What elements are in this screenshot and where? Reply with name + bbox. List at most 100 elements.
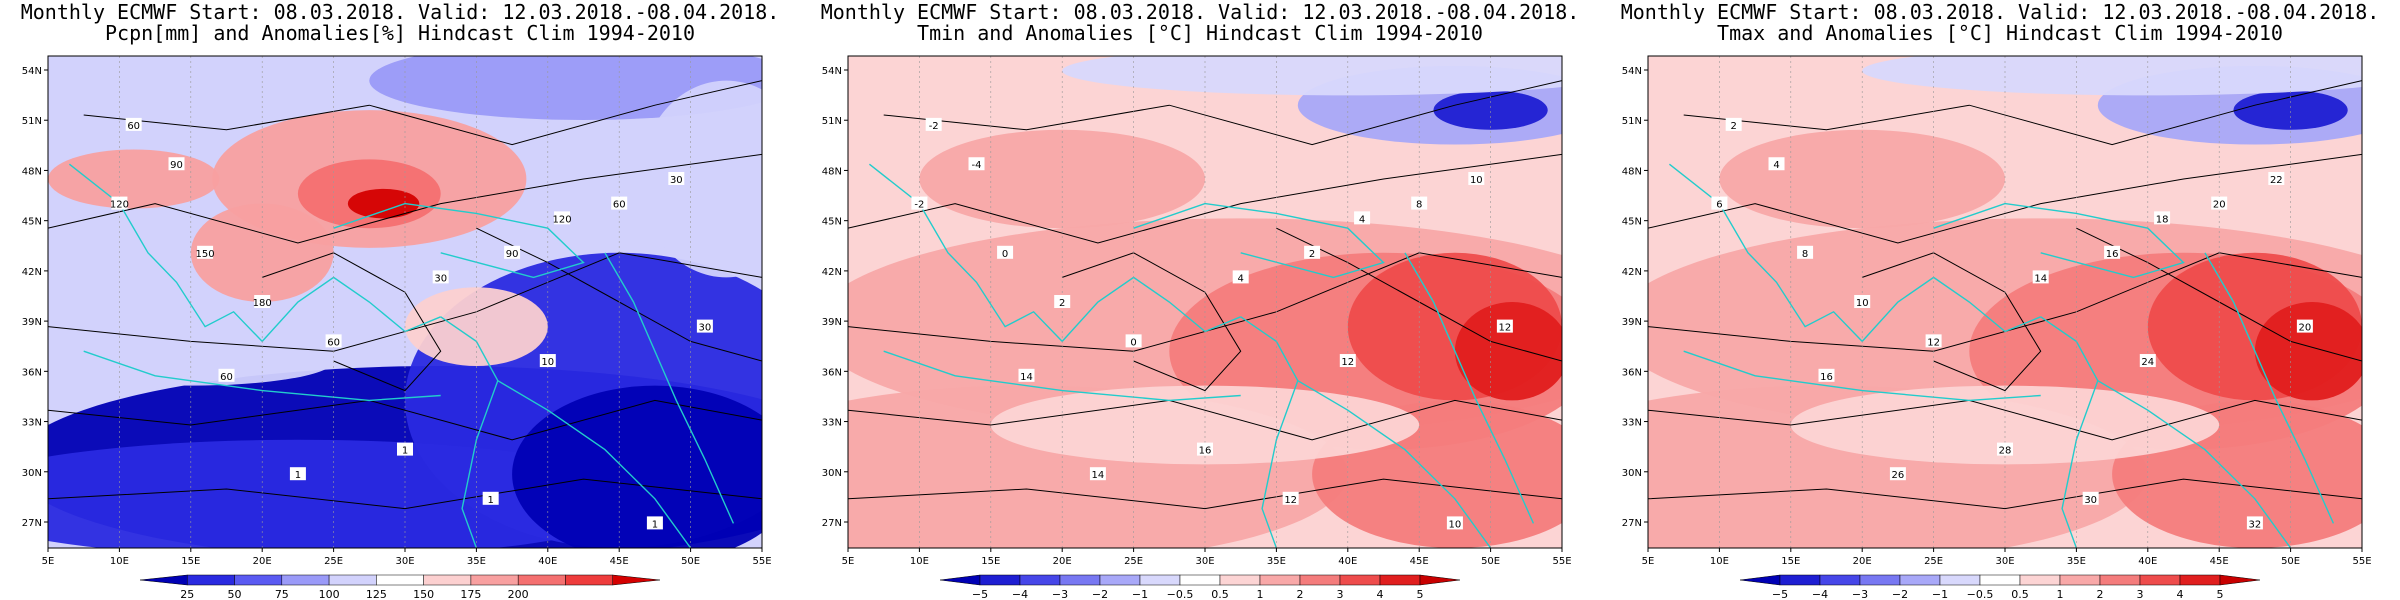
colorbar-label: 3 [1337,588,1344,600]
panel-subtitle: Pcpn[mm] and Anomalies[%] Hindcast Clim … [104,21,695,45]
contour-label: 10 [539,354,556,368]
panel-title: Monthly ECMWF Start: 08.03.2018. Valid: … [20,0,780,24]
colorbar-segment [1099,574,1141,586]
lon-label: 20E [253,556,272,567]
coastline [2097,380,2292,548]
lon-label: 15E [181,556,200,567]
lon-label: 50E [1481,556,1500,567]
colorbar-segment [281,574,330,586]
anomaly-area [1454,302,1562,401]
map-field: -2 -4 -2 0 2 0 4 2 4 8 10 12 14 16 12 10 12 14 [848,56,1562,548]
contour-label: 2 [1054,295,1071,309]
colorbar-arrow [1739,574,1781,586]
anomaly-area [369,56,762,120]
contour-label: -4 [968,157,985,171]
colorbar-segment [2099,574,2141,586]
contour-label: 1 [289,467,306,481]
contour-label: 1 [646,516,663,530]
anomaly-area [512,385,762,548]
contour-label: 4 [1232,270,1249,284]
lat-label: 33N [1622,418,1642,429]
coastline [1683,350,2041,402]
colorbar-segment [376,574,424,586]
contour-label: 90 [168,157,185,171]
contour-label-text: 10 [1470,175,1483,186]
colorbar-label: 150 [413,588,434,600]
contour-label: 8 [1411,196,1428,211]
colorbar-label: 50 [228,588,242,600]
colorbar-arrow [2219,574,2261,586]
panel-title: Monthly ECMWF Start: 08.03.2018. Valid: … [1620,0,2380,24]
contour-label: 12 [1339,354,1356,368]
contour-label: 1 [397,442,413,457]
contour-label: 30 [2082,491,2099,506]
contour-label-text: 60 [613,200,626,211]
contour-line [848,478,1562,510]
anomaly-area [2254,302,2362,401]
lon-label: 45E [1410,556,1429,567]
contour-label-text: 18 [2156,214,2169,225]
colorbar-segment [1939,574,1981,586]
lat-label: 54N [22,66,42,77]
contour-label: 28 [1997,442,2013,457]
precip-anomaly-map: 60 90 120 150 180 60 30 90 120 60 30 10 1 1 1 1 30 60 54N 5… [22,55,772,600]
colorbar-segment [1899,574,1941,586]
contour-line [848,153,1562,244]
lon-label: 55E [752,556,771,567]
colorbar-segment [328,574,377,586]
lon-label: 40E [2138,556,2157,567]
contour-label-text: 14 [1020,372,1033,383]
lat-label: 30N [1622,468,1642,479]
contour-label: 2 [1725,117,1742,132]
contour-label: 1 [482,491,499,506]
map-field: 60 90 120 150 180 60 30 90 120 60 30 10 1 1 1 1 30 60 [48,56,762,548]
contour-label-text: 20 [2213,200,2226,211]
contour-label: 4 [1354,211,1371,225]
contour-label-text: 180 [253,298,272,309]
lon-label: 5E [842,556,855,567]
contour-line [262,252,442,392]
lat-label: 45N [822,217,842,228]
anomaly-area [1062,56,1562,96]
contour-label: 18 [2154,211,2171,225]
coastline [497,380,692,548]
coastline [883,350,1241,402]
lat-label: 36N [22,367,42,378]
coastline [1933,202,2185,279]
lat-label: 33N [822,418,842,429]
colorbar-label: −4 [1012,588,1028,600]
colorbar-label: 1 [1257,588,1264,600]
contour-label-text: 22 [2270,175,2283,186]
contour-label-text: 30 [670,175,683,186]
contour-label-text: 32 [2249,519,2262,530]
contour-label-text: 150 [196,249,215,260]
colorbar-segment [1339,574,1381,586]
colorbar-segment [470,574,519,586]
lon-label: 25E [1124,556,1143,567]
contour-line [1683,80,2362,146]
contour-label-text: 4 [1359,214,1365,225]
lat-label: 30N [22,468,42,479]
contour-line [883,80,1562,146]
lat-label: 36N [1622,367,1642,378]
lon-label: 25E [1924,556,1943,567]
contour-label-text: 1 [402,446,408,457]
lon-label: 30E [1995,556,2014,567]
colorbar-label: −1 [1932,588,1948,600]
contour-label-text: 1 [652,519,658,530]
contour-label-text: 26 [1892,470,1905,481]
lat-label: 39N [22,317,42,328]
lat-label: 45N [22,217,42,228]
contour-label-text: 6 [1716,200,1722,211]
contour-line [1648,153,2362,244]
anomaly-area [1719,129,2005,229]
lon-label: 45E [2210,556,2229,567]
contour-label: 10 [1446,516,1463,530]
contour-label-text: 90 [170,160,183,171]
contour-label-text: -2 [929,121,939,132]
contour-label: 0 [1125,334,1142,348]
contour-line [1648,399,2362,441]
colorbar-label: −4 [1812,588,1828,600]
contour-label: -2 [925,117,942,132]
contour-label: 16 [1197,442,1213,457]
